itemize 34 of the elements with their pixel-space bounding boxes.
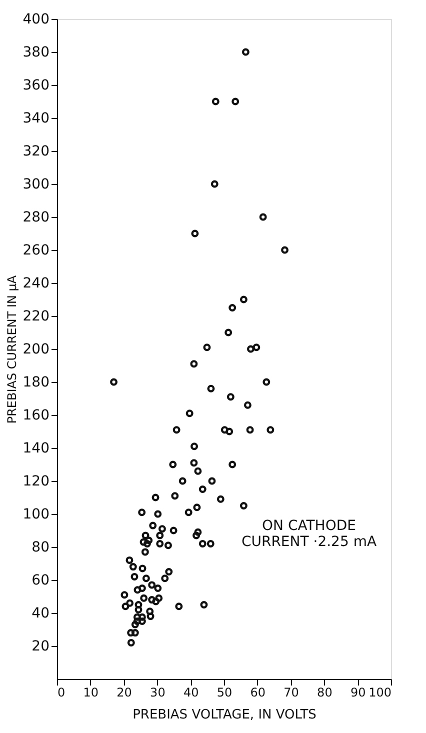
x-tick-label: 100 bbox=[368, 686, 392, 700]
y-tick-label: 300 bbox=[22, 176, 50, 192]
annotation: ON CATHODE CURRENT ·2.25 mA bbox=[241, 518, 377, 550]
x-tick-label: 70 bbox=[284, 686, 299, 700]
x-tick-label: 80 bbox=[317, 686, 332, 700]
y-tick-label: 280 bbox=[22, 210, 50, 226]
y-tick-label: 260 bbox=[22, 242, 50, 258]
x-tick-label: 0 bbox=[58, 686, 66, 700]
y-tick-label: 360 bbox=[22, 78, 50, 94]
y-tick-label: 60 bbox=[32, 572, 50, 588]
x-tick-label: 40 bbox=[183, 686, 199, 700]
y-tick-label: 80 bbox=[32, 540, 50, 556]
y-tick-label: 140 bbox=[22, 440, 50, 456]
y-tick-label: 120 bbox=[22, 474, 50, 490]
y-axis-title: PREBIAS CURRENT IN μA bbox=[4, 274, 19, 424]
x-tick-label: 30 bbox=[150, 686, 166, 700]
x-tick-label: 60 bbox=[250, 686, 266, 700]
y-tick-label: 160 bbox=[22, 408, 50, 424]
y-tick-label: 220 bbox=[22, 308, 50, 324]
y-tick-label: 240 bbox=[22, 276, 50, 292]
x-tick-label: 10 bbox=[83, 686, 99, 700]
x-tick-label: 20 bbox=[116, 686, 132, 700]
y-tick-label: 340 bbox=[22, 110, 50, 126]
y-tick-label: 40 bbox=[32, 606, 50, 622]
y-tick-label: 200 bbox=[22, 342, 50, 358]
x-axis-title: PREBIAS VOLTAGE, IN VOLTS bbox=[132, 708, 316, 722]
y-tick-label: 20 bbox=[32, 638, 50, 654]
y-tick-label: 320 bbox=[22, 144, 50, 160]
y-tick-label: 400 bbox=[22, 12, 50, 28]
y-tick-label: 380 bbox=[22, 44, 50, 60]
x-tick-label: 50 bbox=[216, 686, 232, 700]
x-tick-label: 90 bbox=[350, 686, 366, 700]
y-tick-label: 180 bbox=[22, 374, 50, 390]
y-tick-label: 100 bbox=[22, 506, 50, 522]
